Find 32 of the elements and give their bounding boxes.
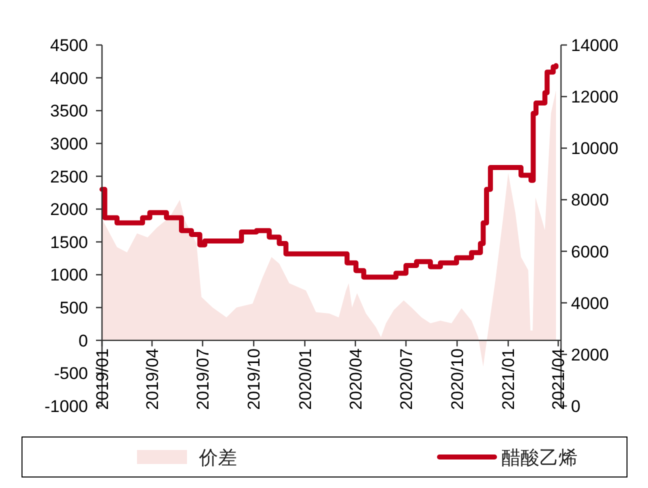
x-tick-label: 2019/07 [194, 348, 213, 410]
legend-label: 醋酸乙烯 [502, 447, 578, 469]
y2-tick-label: 10000 [571, 139, 618, 158]
x-tick-label: 2019/10 [244, 348, 264, 410]
x-tick-label: 2019/04 [143, 348, 162, 410]
y-tick-label: 3000 [50, 134, 88, 154]
y-tick-label: 0 [78, 331, 88, 350]
y-tick-label: 4500 [50, 36, 88, 55]
x-tick-label: 2021/01 [499, 348, 518, 410]
y2-tick-label: 4000 [571, 294, 609, 313]
x-tick-label: 2020/10 [448, 348, 468, 410]
y2-tick-label: 8000 [571, 190, 609, 210]
y-tick-label: 1000 [50, 266, 88, 285]
y-tick-label: -500 [54, 364, 88, 384]
x-tick-label: 2020/01 [296, 348, 315, 410]
y2-tick-label: 12000 [571, 88, 618, 107]
x-tick-label: 2019/01 [93, 348, 112, 410]
legend-label: 价差 [198, 447, 237, 469]
y2-tick-label: 14000 [571, 36, 618, 55]
y-tick-label: 4000 [50, 68, 88, 88]
y-tick-label: -1000 [44, 397, 88, 416]
y-tick-label: 2000 [50, 200, 88, 220]
y-tick-label: 500 [60, 298, 88, 318]
y-tick-label: 1500 [50, 232, 88, 252]
y2-tick-label: 2000 [571, 345, 609, 364]
y-tick-label: 2500 [50, 167, 88, 186]
y2-tick-label: 0 [571, 397, 580, 416]
x-tick-label: 2020/04 [346, 348, 366, 410]
x-tick-label: 2021/04 [549, 348, 568, 410]
y-tick-label: 3500 [50, 102, 88, 121]
x-tick-label: 2020/07 [396, 348, 416, 410]
y2-tick-label: 6000 [571, 242, 609, 262]
